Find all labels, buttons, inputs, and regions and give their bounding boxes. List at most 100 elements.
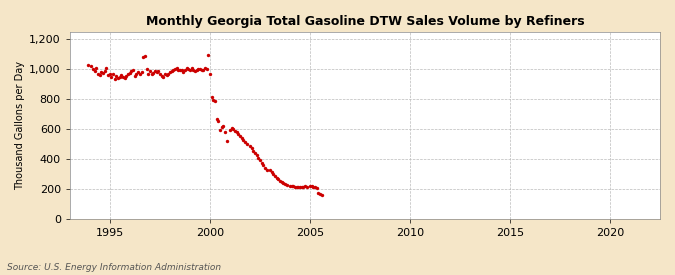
Point <box>128 67 138 72</box>
Point <box>119 76 130 80</box>
Point <box>300 184 310 188</box>
Point <box>199 66 210 70</box>
Point <box>165 70 176 74</box>
Point <box>226 125 237 130</box>
Title: Monthly Georgia Total Gasoline DTW Sales Volume by Refiners: Monthly Georgia Total Gasoline DTW Sales… <box>146 15 585 28</box>
Point <box>163 71 173 76</box>
Point <box>173 67 184 72</box>
Text: Source: U.S. Energy Information Administration: Source: U.S. Energy Information Administ… <box>7 263 221 272</box>
Point <box>316 193 327 197</box>
Point <box>205 72 215 76</box>
Point <box>141 67 152 72</box>
Point <box>275 179 286 183</box>
Point <box>176 67 187 72</box>
Point <box>269 174 280 178</box>
Point <box>86 64 97 68</box>
Point <box>301 185 312 189</box>
Point <box>183 67 194 71</box>
Point <box>184 67 195 72</box>
Point <box>211 117 222 121</box>
Point <box>106 75 117 79</box>
Point <box>234 134 245 138</box>
Point <box>155 72 165 76</box>
Point <box>99 69 110 73</box>
Point <box>310 185 321 189</box>
Point <box>136 70 147 75</box>
Point <box>306 184 317 188</box>
Point <box>238 138 248 142</box>
Point <box>216 125 227 130</box>
Point <box>304 183 315 188</box>
Point <box>105 72 115 76</box>
Point <box>153 68 163 73</box>
Point <box>146 71 157 76</box>
Point <box>101 66 112 70</box>
Point <box>180 67 190 72</box>
Point <box>134 72 145 76</box>
Point <box>123 72 134 76</box>
Point <box>143 72 154 76</box>
Point <box>196 67 207 72</box>
Point <box>108 72 119 76</box>
Point <box>256 161 267 165</box>
Point <box>202 53 213 57</box>
Point <box>218 124 229 128</box>
Point <box>253 156 264 160</box>
Point <box>98 71 109 75</box>
Point <box>215 128 225 133</box>
Point <box>174 68 185 73</box>
Point <box>149 69 160 73</box>
Point <box>117 74 128 79</box>
Point <box>288 184 298 188</box>
Point <box>92 72 103 76</box>
Point <box>261 168 272 172</box>
Point <box>161 73 172 77</box>
Point <box>148 70 159 75</box>
Point <box>221 139 232 144</box>
Point <box>250 151 261 155</box>
Point <box>281 183 292 187</box>
Point <box>278 181 289 185</box>
Point <box>166 69 177 73</box>
Point <box>279 182 290 186</box>
Point <box>159 72 170 76</box>
Point <box>116 73 127 77</box>
Point <box>193 67 204 71</box>
Point <box>113 76 124 80</box>
Point <box>191 68 202 73</box>
Point <box>315 192 325 196</box>
Point <box>271 175 282 180</box>
Point <box>190 69 200 73</box>
Point <box>95 73 105 78</box>
Point <box>201 67 212 71</box>
Point <box>188 67 198 72</box>
Point <box>138 55 148 59</box>
Point <box>296 185 307 189</box>
Point <box>83 63 94 67</box>
Point <box>273 177 284 182</box>
Point <box>246 146 257 150</box>
Point <box>111 73 122 78</box>
Point <box>131 71 142 76</box>
Point <box>208 97 219 102</box>
Point <box>251 153 262 158</box>
Point <box>181 66 192 70</box>
Point <box>124 70 135 75</box>
Point <box>236 136 247 140</box>
Point <box>240 140 250 144</box>
Point <box>89 69 100 73</box>
Point <box>158 75 169 79</box>
Point <box>291 185 302 189</box>
Point <box>258 163 269 167</box>
Point <box>231 130 242 135</box>
Point <box>265 167 275 172</box>
Point <box>225 128 236 133</box>
Point <box>209 99 220 103</box>
Point <box>133 70 144 74</box>
Point <box>88 66 99 71</box>
Point <box>254 158 265 163</box>
Point <box>230 129 240 133</box>
Point <box>293 185 304 189</box>
Point <box>244 144 255 148</box>
Point <box>103 73 113 78</box>
